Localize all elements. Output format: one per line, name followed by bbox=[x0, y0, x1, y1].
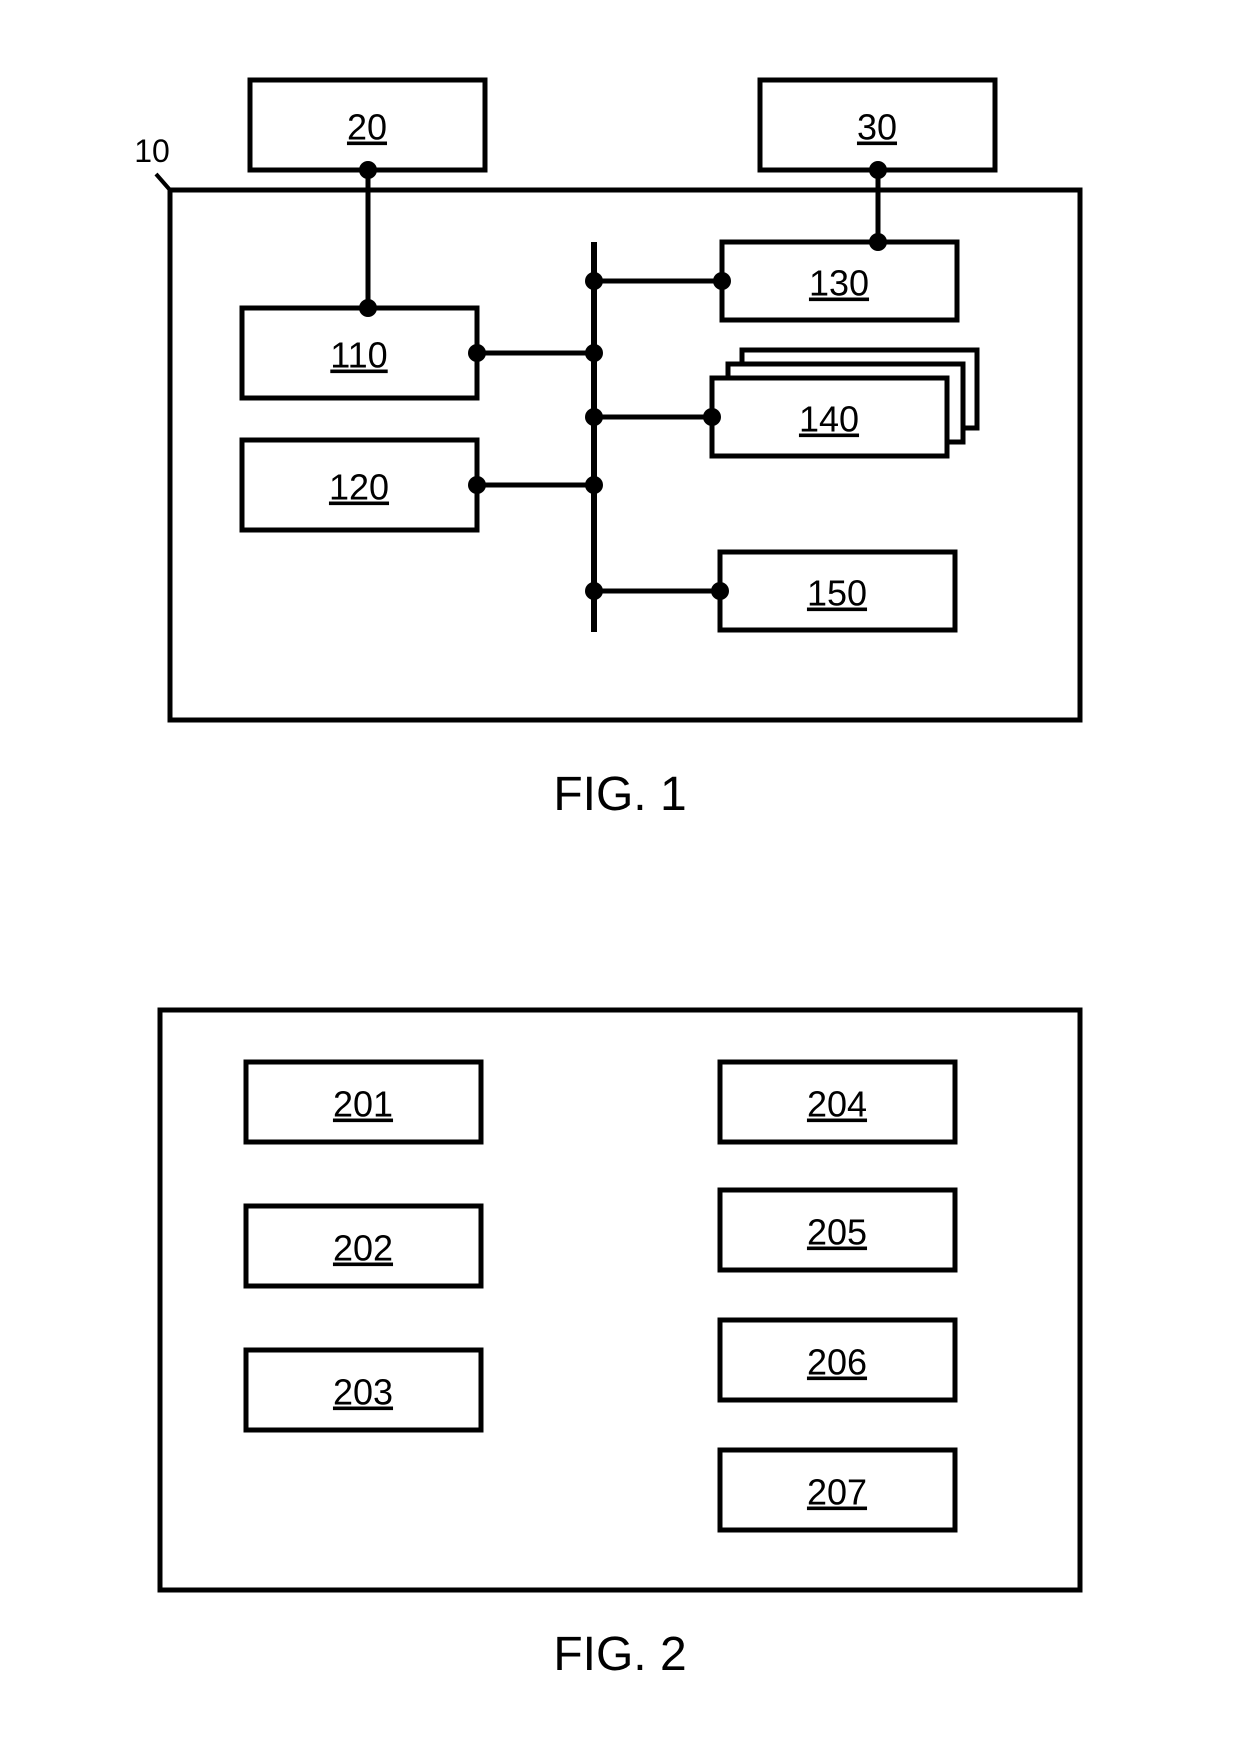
svg-text:140: 140 bbox=[799, 399, 859, 440]
svg-text:206: 206 bbox=[807, 1342, 867, 1383]
svg-text:207: 207 bbox=[807, 1472, 867, 1513]
box-30: 30 bbox=[760, 80, 995, 170]
box-120: 120 bbox=[242, 440, 477, 530]
fig1-container-label: 10 bbox=[134, 133, 170, 169]
svg-text:120: 120 bbox=[329, 467, 389, 508]
svg-text:130: 130 bbox=[809, 263, 869, 304]
svg-text:20: 20 bbox=[347, 107, 387, 148]
svg-text:203: 203 bbox=[333, 1372, 393, 1413]
box-206: 206 bbox=[720, 1320, 955, 1400]
svg-text:204: 204 bbox=[807, 1084, 867, 1125]
page: 10 20 30 110 120 bbox=[0, 0, 1240, 1749]
fig2: 201 202 203 204 205 206 207 FIG. 2 bbox=[160, 1010, 1080, 1681]
box-204: 204 bbox=[720, 1062, 955, 1142]
fig1-caption: FIG. 1 bbox=[553, 768, 686, 821]
fig2-caption: FIG. 2 bbox=[553, 1628, 686, 1681]
svg-text:202: 202 bbox=[333, 1228, 393, 1269]
box-202: 202 bbox=[246, 1206, 481, 1286]
svg-text:30: 30 bbox=[857, 107, 897, 148]
svg-text:201: 201 bbox=[333, 1084, 393, 1125]
box-20: 20 bbox=[250, 80, 485, 170]
svg-text:110: 110 bbox=[330, 335, 387, 376]
diagram-svg: 10 20 30 110 120 bbox=[0, 0, 1240, 1749]
box-201: 201 bbox=[246, 1062, 481, 1142]
box-207: 207 bbox=[720, 1450, 955, 1530]
box-203: 203 bbox=[246, 1350, 481, 1430]
box-140-stack: 140 bbox=[712, 350, 977, 456]
fig1-tick bbox=[156, 174, 170, 190]
fig1: 10 20 30 110 120 bbox=[134, 80, 1080, 821]
box-205: 205 bbox=[720, 1190, 955, 1270]
box-110: 110 bbox=[242, 308, 477, 398]
svg-text:150: 150 bbox=[807, 573, 867, 614]
box-130: 130 bbox=[722, 242, 957, 320]
svg-text:205: 205 bbox=[807, 1212, 867, 1253]
box-150: 150 bbox=[720, 552, 955, 630]
